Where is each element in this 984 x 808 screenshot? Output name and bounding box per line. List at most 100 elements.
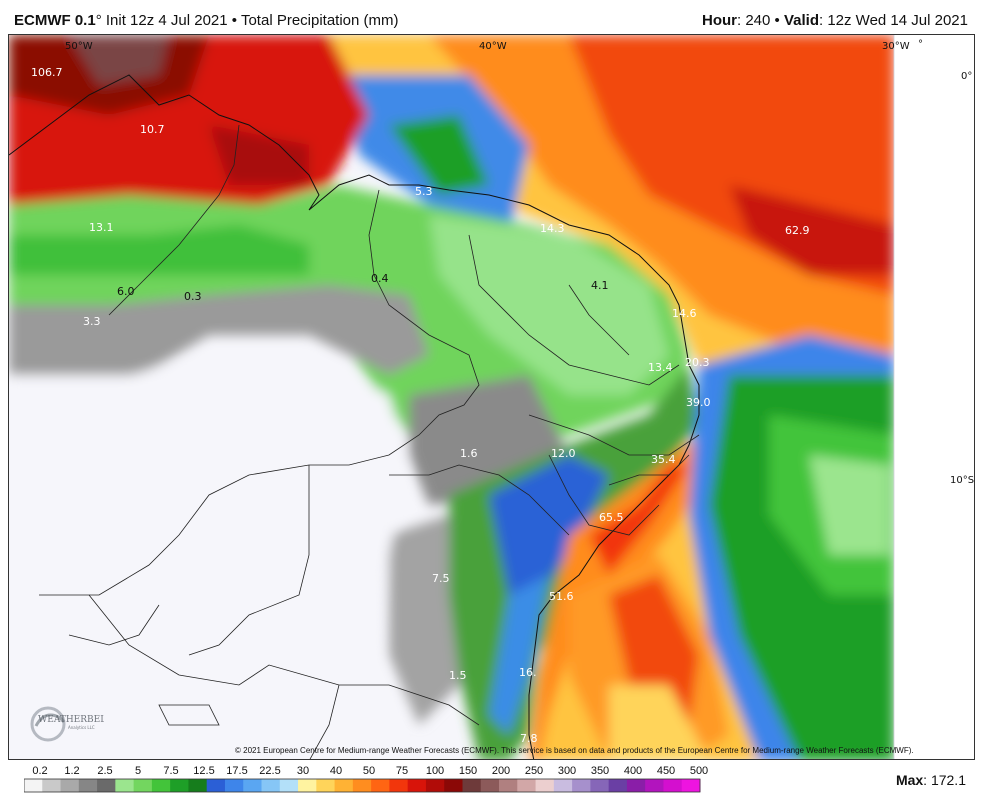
colorbar-cell — [78, 779, 98, 792]
model-name: ECMWF 0.1 — [14, 12, 96, 29]
copyright-notice: © 2021 European Centre for Medium-range … — [235, 746, 914, 755]
logo-text: WEATHERBELL — [38, 715, 104, 725]
point-value: 20.3 — [685, 356, 710, 369]
point-value: 51.6 — [549, 590, 574, 603]
map-canvas: 50°W 40°W 30°W ° 0° 10°S 106.7 10.7 13.1… — [9, 35, 974, 759]
separator: • — [231, 12, 238, 29]
colorbar-tick: 150 — [458, 765, 478, 777]
colorbar-tick: 0.2 — [32, 765, 48, 777]
colorbar-cell — [298, 779, 317, 792]
colorbar-cell — [681, 779, 701, 792]
colorbar-tick: 350 — [590, 765, 610, 777]
colorbar-tick: 7.5 — [163, 765, 179, 777]
colorbar-cell — [279, 779, 299, 792]
point-values: 106.7 10.7 13.1 6.0 0.3 0.4 3.3 5.3 14.3… — [31, 66, 810, 745]
colorbar-cell — [517, 779, 537, 792]
colorbar-tick: 100 — [425, 765, 445, 777]
point-value: 0.4 — [371, 272, 389, 285]
colorbar-tick: 450 — [656, 765, 676, 777]
colorbar-ticks: 0.2 1.2 2.5 5 7.5 12.5 17.5 22.5 30 40 5… — [24, 765, 708, 779]
chart-title: ECMWF 0.1° Init 12z 4 Jul 2021 • Total P… — [14, 12, 399, 29]
colorbar-cell — [243, 779, 263, 792]
colorbar-cell — [206, 779, 226, 792]
colorbar-cell — [645, 779, 664, 792]
lon-degree-mark: ° — [918, 39, 923, 50]
point-value: 7.8 — [520, 732, 538, 745]
map-margin — [894, 35, 974, 759]
precip-field — [9, 35, 894, 759]
point-value: 7.5 — [432, 572, 450, 585]
precipitation-map: 50°W 40°W 30°W ° 0° 10°S 106.7 10.7 13.1… — [8, 34, 975, 760]
point-value: 106.7 — [31, 66, 63, 79]
lon-label-50w: 50°W — [65, 41, 93, 52]
max-number: : 172.1 — [923, 772, 966, 788]
colorbar-cell — [444, 779, 463, 792]
point-value: 5.3 — [415, 185, 433, 198]
max-value: Max: 172.1 — [896, 772, 966, 788]
point-value: 10.7 — [140, 123, 165, 136]
logo-subtext: Analytics LLC — [68, 725, 95, 730]
colorbar-cell — [334, 779, 354, 792]
colorbar-outline — [24, 778, 701, 793]
state-borders — [39, 124, 700, 759]
lat-label-10s: 10°S — [950, 475, 974, 486]
colorbar-cell — [24, 779, 43, 792]
colorbar-cell — [170, 779, 189, 792]
point-value: 0.3 — [184, 290, 202, 303]
colorbar-tick: 17.5 — [226, 765, 248, 777]
colorbar-cell — [572, 779, 591, 792]
colorbar-cell — [425, 779, 445, 792]
point-value: 4.1 — [591, 279, 609, 292]
colorbar-tick: 75 — [395, 765, 409, 777]
colorbar — [24, 778, 701, 793]
colorbar-cell — [188, 779, 208, 792]
colorbar-cell — [480, 779, 500, 792]
colorbar-tick: 5 — [134, 765, 142, 777]
point-value: 35.4 — [651, 453, 676, 466]
colorbar-tick: 250 — [524, 765, 544, 777]
point-value: 62.9 — [785, 224, 810, 237]
point-value: 1.5 — [449, 669, 467, 682]
point-value: 13.4 — [648, 361, 673, 374]
colorbar-cell — [97, 779, 116, 792]
colorbar-cell — [42, 779, 62, 792]
point-value: 65.5 — [599, 511, 624, 524]
product-name: Total Precipitation (mm) — [240, 12, 399, 29]
colorbar-cell — [316, 779, 336, 792]
point-value: 14.3 — [540, 222, 565, 235]
point-value: 14.6 — [672, 307, 697, 320]
lat-label-0: 0° — [961, 71, 972, 82]
colorbar-cell — [553, 779, 573, 792]
valid-info: Hour: 240 • Valid: 12z Wed 14 Jul 2021 — [702, 12, 968, 29]
colorbar-cell — [115, 779, 135, 792]
hour-label: Hour — [701, 12, 737, 29]
max-label: Max — [895, 772, 924, 788]
colorbar-cell — [261, 779, 281, 792]
point-value: 16. — [519, 666, 537, 679]
lon-label-30w: 30°W — [882, 41, 910, 52]
colorbar-cell — [626, 779, 646, 792]
colorbar-cell — [462, 779, 482, 792]
weatherbell-logo: WEATHERBELL Analytics LLC — [30, 706, 104, 742]
colorbar-tick: 300 — [557, 765, 577, 777]
colorbar-tick: 500 — [689, 765, 709, 777]
colorbar-tick: 12.5 — [193, 765, 215, 777]
colorbar-tick: 2.5 — [97, 765, 113, 777]
lon-label-40w: 40°W — [479, 41, 507, 52]
point-value: 39.0 — [686, 396, 711, 409]
degree-mark: ° — [95, 12, 102, 29]
axis-labels: 50°W 40°W 30°W ° 0° 10°S — [65, 39, 974, 486]
colorbar-cell — [407, 779, 427, 792]
colorbar-cell — [60, 779, 80, 792]
colorbar-cells — [24, 778, 701, 793]
hour-value: : 240 — [736, 12, 771, 29]
colorbar-tick: 50 — [362, 765, 376, 777]
colorbar-tick: 30 — [296, 765, 310, 777]
valid-label: Valid — [783, 12, 819, 29]
point-value: 3.3 — [83, 315, 101, 328]
colorbar-cell — [590, 779, 610, 792]
point-value: 12.0 — [551, 447, 576, 460]
coastline — [9, 74, 700, 759]
colorbar-tick: 22.5 — [259, 765, 281, 777]
colorbar-cell — [535, 779, 555, 792]
